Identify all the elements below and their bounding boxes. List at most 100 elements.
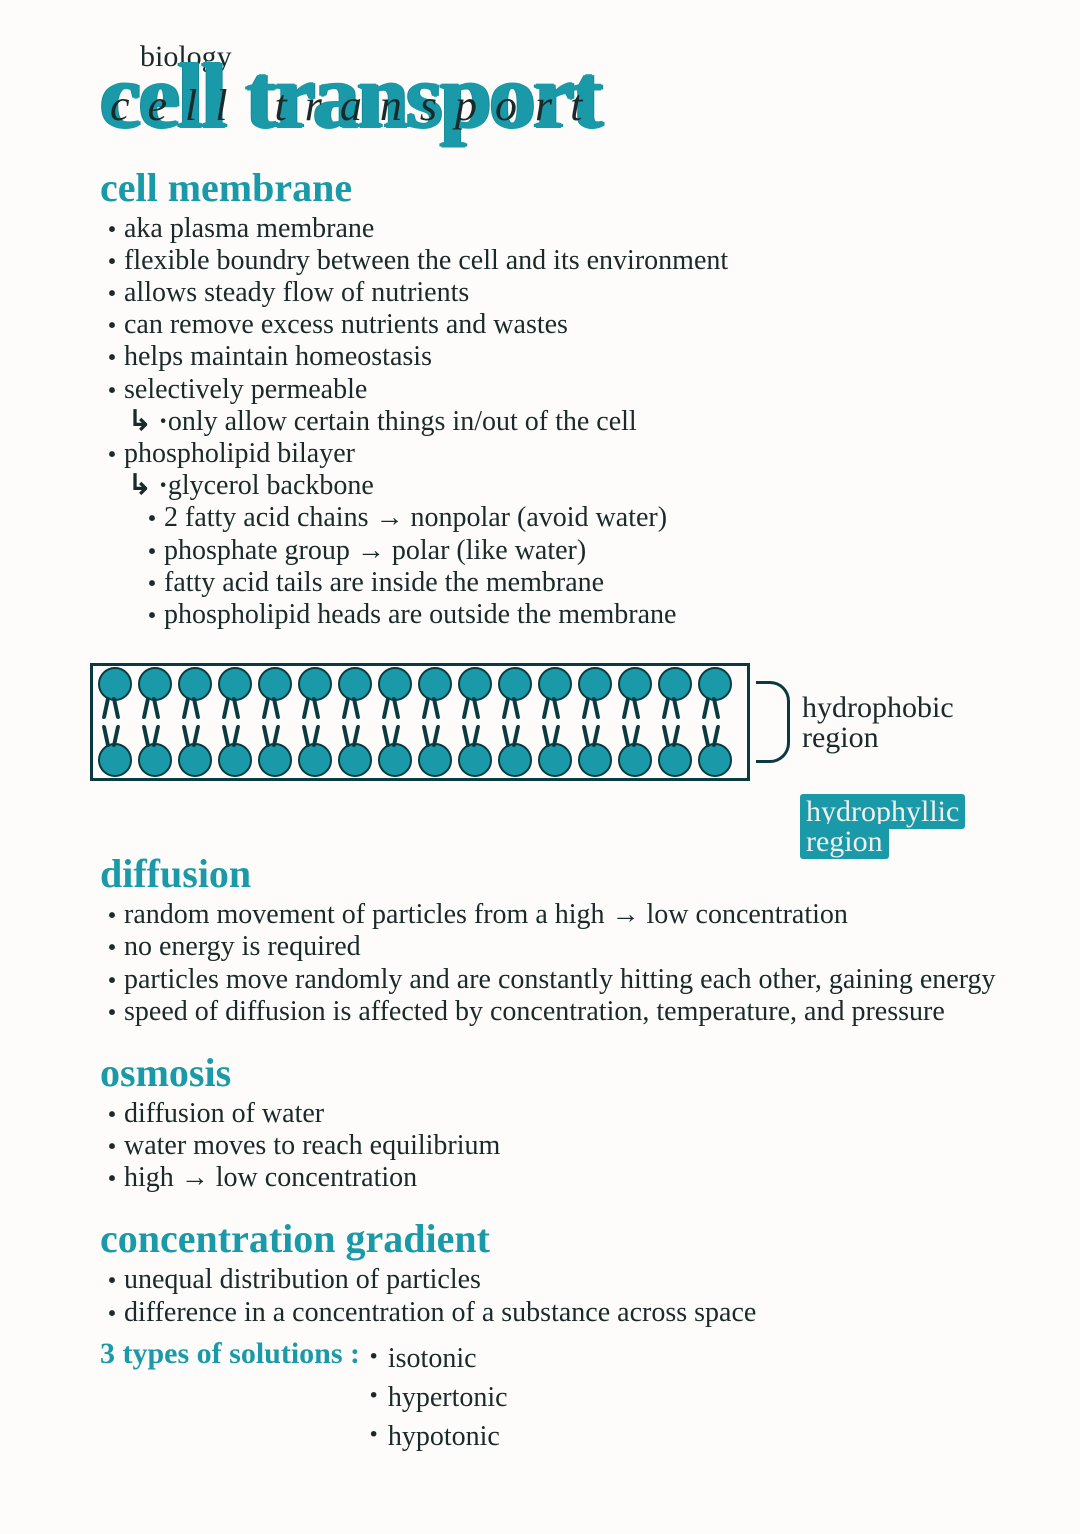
phospholipid	[378, 723, 418, 777]
list-item: hypertonic	[368, 1376, 508, 1415]
cell-membrane-bullets: aka plasma membrane flexible boundry bet…	[106, 213, 1010, 406]
list-item: random movement of particles from a high…	[106, 899, 1010, 931]
label-hydrophyllic: hydrophyllic region	[800, 797, 965, 857]
lipid-head	[378, 743, 412, 777]
list-item: phospholipid heads are outside the membr…	[146, 599, 1010, 631]
phospholipid	[498, 723, 538, 777]
list-item: unequal distribution of particles	[106, 1264, 1010, 1296]
lipid-head	[698, 667, 732, 701]
list-item: fatty acid tails are inside the membrane	[146, 567, 1010, 599]
lipid-head	[338, 743, 372, 777]
lipid-tails	[344, 725, 358, 747]
lipid-tails	[384, 697, 398, 719]
solutions-row: 3 types of solutions : isotonic hyperton…	[100, 1337, 1010, 1454]
lipid-head	[138, 743, 172, 777]
phospholipid	[658, 667, 698, 721]
lipid-tails	[424, 697, 438, 719]
phospholipid	[258, 723, 298, 777]
list-item: isotonic	[368, 1337, 508, 1376]
phospholipid	[578, 667, 618, 721]
phospholipid	[698, 723, 738, 777]
lipid-row-top	[98, 667, 738, 721]
phospholipid-sub-list: 2 fatty acid chains → nonpolar (avoid wa…	[146, 502, 1010, 631]
lipid-tails	[664, 697, 678, 719]
lipid-head	[618, 667, 652, 701]
phospholipid	[458, 667, 498, 721]
lipid-tails	[464, 725, 478, 747]
lipid-head	[658, 667, 692, 701]
lipid-tails	[104, 697, 118, 719]
phospholipid	[98, 723, 138, 777]
lipid-tails	[144, 725, 158, 747]
lipid-head	[178, 743, 212, 777]
lipid-head	[178, 667, 212, 701]
lipid-tails	[104, 725, 118, 747]
list-item: diffusion of water	[106, 1098, 1010, 1130]
solutions-label: 3 types of solutions :	[100, 1337, 360, 1372]
list-item: aka plasma membrane	[106, 213, 1010, 245]
lipid-tails	[504, 697, 518, 719]
lipid-tails	[464, 697, 478, 719]
lipid-head	[258, 667, 292, 701]
phospholipid	[178, 723, 218, 777]
list-item: selectively permeable	[106, 374, 1010, 406]
list-item: speed of diffusion is affected by concen…	[106, 996, 1010, 1028]
lipid-tails	[384, 725, 398, 747]
selectively-sub: only allow certain things in/out of the …	[128, 406, 1010, 438]
lipid-tails	[624, 725, 638, 747]
phospholipid	[418, 723, 458, 777]
phospholipid	[298, 723, 338, 777]
lipid-head	[578, 743, 612, 777]
lipid-head	[698, 743, 732, 777]
lipid-row-bottom	[98, 723, 738, 777]
lipid-tails	[584, 725, 598, 747]
label-hydrophobic: hydrophobic region	[802, 693, 954, 753]
phospholipid	[338, 723, 378, 777]
phospholipid	[178, 667, 218, 721]
list-item: can remove excess nutrients and wastes	[106, 309, 1010, 341]
phospholipid	[298, 667, 338, 721]
lipid-tails	[504, 725, 518, 747]
phospholipid	[338, 667, 378, 721]
lipid-tails	[704, 697, 718, 719]
list-item: water moves to reach equilibrium	[106, 1130, 1010, 1162]
list-item: particles move randomly and are constant…	[106, 964, 1010, 996]
title-cursive: cell transport	[110, 87, 600, 124]
lipid-head	[298, 743, 332, 777]
lipid-tails	[224, 697, 238, 719]
heading-cell-membrane: cell membrane	[100, 165, 1010, 211]
phospholipid	[578, 723, 618, 777]
page-title: cell transport cell transport	[100, 57, 1010, 135]
lipid-tails	[304, 697, 318, 719]
list-item: hypotonic	[368, 1415, 508, 1454]
label-text: region	[802, 721, 879, 754]
phospholipid	[218, 723, 258, 777]
phospholipid	[138, 667, 178, 721]
list-item: difference in a concentration of a subst…	[106, 1297, 1010, 1329]
list-item: flexible boundry between the cell and it…	[106, 245, 1010, 277]
lipid-head	[338, 667, 372, 701]
lipid-head	[418, 743, 452, 777]
lipid-head	[378, 667, 412, 701]
lipid-tails	[664, 725, 678, 747]
phospholipid-label: phospholipid bilayer	[106, 438, 1010, 470]
lipid-tails	[184, 697, 198, 719]
solutions-list: isotonic hypertonic hypotonic	[368, 1337, 508, 1454]
lipid-head	[538, 667, 572, 701]
osmosis-bullets: diffusion of water water moves to reach …	[106, 1098, 1010, 1195]
diffusion-bullets: random movement of particles from a high…	[106, 899, 1010, 1028]
phospholipid	[698, 667, 738, 721]
list-item: no energy is required	[106, 931, 1010, 963]
lipid-tails	[184, 725, 198, 747]
lipid-head	[458, 743, 492, 777]
lipid-head	[218, 667, 252, 701]
phospholipid	[458, 723, 498, 777]
phospholipid	[138, 723, 178, 777]
lipid-tails	[544, 697, 558, 719]
heading-osmosis: osmosis	[100, 1050, 1010, 1096]
phospholipid	[498, 667, 538, 721]
lipid-tails	[264, 697, 278, 719]
phospholipid	[378, 667, 418, 721]
lipid-head	[258, 743, 292, 777]
phospholipid	[218, 667, 258, 721]
